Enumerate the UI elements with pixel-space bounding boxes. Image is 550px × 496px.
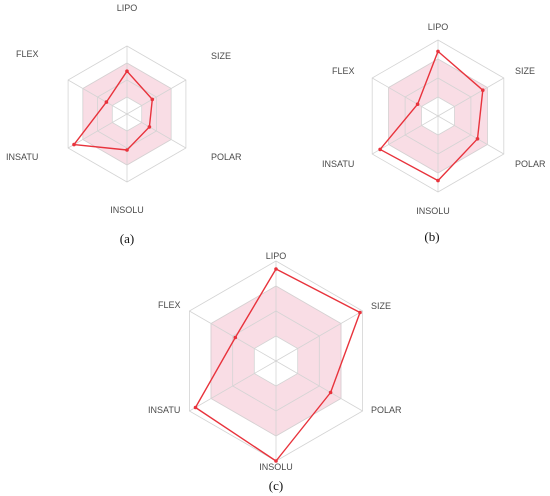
axis-label-lipo: LIPO bbox=[266, 251, 287, 261]
axis-label-insolu: INSOLU bbox=[259, 462, 293, 472]
data-point-insatu bbox=[193, 405, 198, 410]
axis-label-flex: FLEX bbox=[16, 49, 39, 59]
axis-label-polar: POLAR bbox=[371, 405, 402, 415]
axis-label-insatu: INSATU bbox=[6, 152, 38, 162]
radar-chart-c: LIPO SIZE POLAR INSOLU INSATU FLEX (c) bbox=[148, 251, 402, 493]
axis-spoke bbox=[437, 77, 505, 117]
axis-spoke bbox=[67, 113, 128, 149]
axis-label-size: SIZE bbox=[371, 301, 391, 311]
optimal-range-band bbox=[82, 63, 172, 165]
axis-spoke bbox=[126, 79, 187, 115]
radar-chart-a: LIPO SIZE POLAR INSOLU INSATU FLEX (a) bbox=[6, 3, 242, 246]
axis-label-size: SIZE bbox=[211, 51, 231, 61]
data-point-insolu bbox=[436, 178, 440, 183]
data-point-insolu bbox=[274, 459, 278, 463]
data-point-flex bbox=[233, 335, 238, 340]
data-point-insatu bbox=[378, 147, 382, 152]
axis-spoke bbox=[189, 310, 277, 362]
radar-chart-b: LIPO SIZE POLAR INSOLU INSATU FLEX (b) bbox=[322, 22, 546, 244]
data-point-size bbox=[481, 88, 485, 92]
axis-spoke bbox=[437, 115, 505, 155]
panel-label: (a) bbox=[120, 231, 134, 246]
axis-label-flex: FLEX bbox=[332, 66, 355, 76]
data-point-lipo bbox=[274, 267, 278, 271]
optimal-range-band bbox=[388, 59, 488, 173]
axis-label-insatu: INSATU bbox=[148, 405, 180, 415]
axis-label-insolu: INSOLU bbox=[110, 205, 144, 215]
axis-spoke bbox=[371, 77, 439, 117]
axis-label-insatu: INSATU bbox=[322, 159, 354, 169]
axis-label-lipo: LIPO bbox=[117, 3, 138, 13]
data-point-insolu bbox=[125, 148, 129, 152]
data-point-flex bbox=[415, 102, 420, 106]
data-point-lipo bbox=[436, 49, 440, 54]
axis-spoke bbox=[126, 113, 187, 149]
data-point-flex bbox=[104, 100, 109, 104]
axis-label-flex: FLEX bbox=[158, 300, 181, 310]
panel-label: (b) bbox=[424, 229, 439, 244]
axis-label-size: SIZE bbox=[515, 66, 535, 76]
data-point-polar bbox=[475, 137, 480, 141]
data-point-size bbox=[150, 97, 155, 102]
panel-label: (c) bbox=[269, 478, 283, 493]
data-point-polar bbox=[147, 125, 152, 129]
axis-label-polar: POLAR bbox=[211, 152, 242, 162]
axis-label-insolu: INSOLU bbox=[416, 206, 450, 216]
axis-label-polar: POLAR bbox=[515, 159, 546, 169]
data-point-lipo bbox=[125, 69, 129, 73]
data-point-insatu bbox=[72, 142, 76, 147]
axis-spoke bbox=[275, 360, 363, 412]
axis-label-lipo: LIPO bbox=[428, 22, 449, 32]
data-point-polar bbox=[328, 390, 333, 395]
data-point-size bbox=[358, 310, 362, 315]
axis-spoke bbox=[275, 310, 363, 362]
axis-spoke bbox=[67, 79, 128, 115]
axis-spoke bbox=[371, 115, 439, 155]
axis-spoke bbox=[189, 360, 277, 412]
